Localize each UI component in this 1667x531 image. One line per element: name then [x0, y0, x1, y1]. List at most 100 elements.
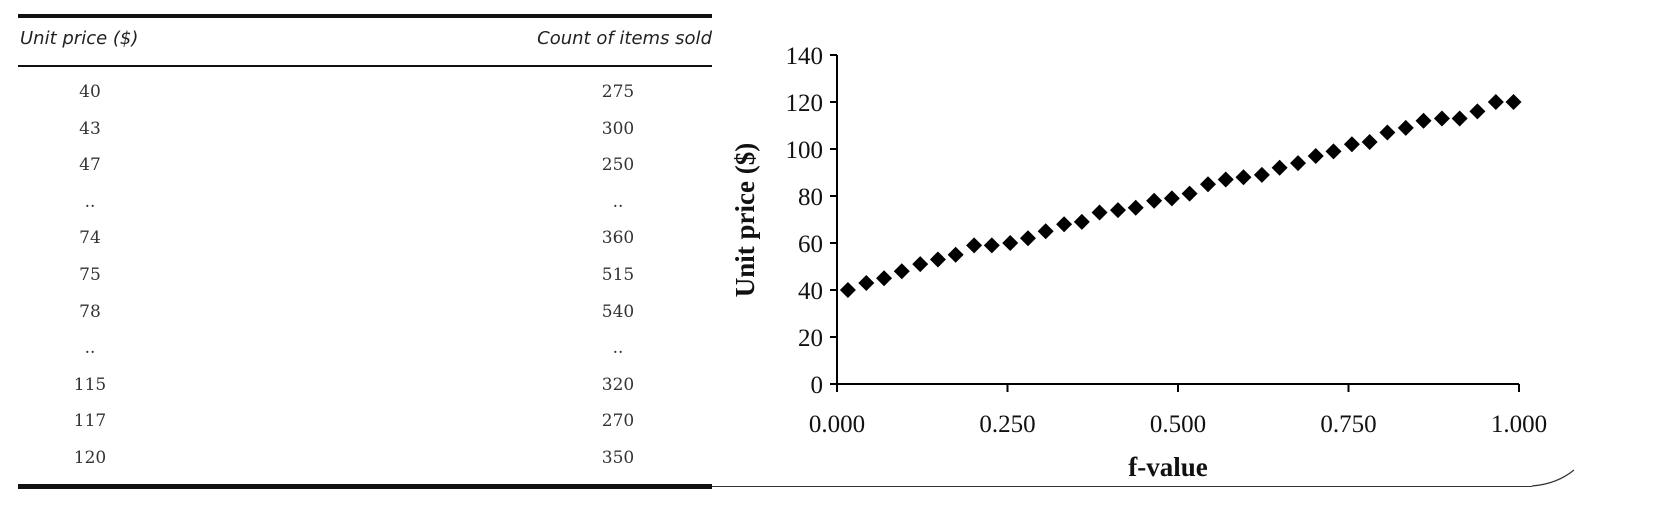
y-tick-label: 40 [798, 278, 823, 305]
cell-unit-price: .. [84, 338, 96, 359]
data-point [947, 246, 964, 263]
data-point [1200, 176, 1217, 193]
y-tick-label: 0 [811, 372, 824, 399]
data-point [929, 251, 946, 268]
x-tick-label: 0.000 [809, 411, 865, 438]
cell-count: 270 [601, 411, 635, 432]
data-point [1002, 235, 1019, 251]
y-tick-label: 140 [786, 43, 824, 70]
table-row: 115 320 [18, 375, 712, 412]
y-axis-label: Unit price ($) [730, 143, 760, 297]
x-tick-label: 1.000 [1491, 411, 1547, 438]
data-point [1163, 190, 1180, 207]
table-row: 74 360 [18, 228, 712, 265]
data-point [1253, 166, 1270, 183]
y-tick-label: 100 [786, 137, 824, 164]
cell-count: 320 [601, 374, 635, 395]
x-axis-label: f-value [1128, 452, 1208, 482]
cell-unit-price: .. [84, 191, 96, 212]
data-point [893, 263, 910, 280]
data-point [1343, 136, 1360, 153]
cell-unit-price: 78 [79, 301, 101, 322]
data-point [1109, 202, 1126, 219]
data-point [1037, 223, 1054, 240]
data-point [1505, 94, 1522, 110]
table-row: 43 300 [18, 119, 712, 156]
data-point [1325, 143, 1342, 160]
data-point [1307, 148, 1324, 165]
y-tick-label: 120 [786, 90, 824, 117]
data-point [1091, 204, 1108, 221]
cell-count: 350 [601, 447, 635, 468]
data-point [1181, 185, 1198, 202]
table-row: .... [18, 192, 712, 229]
x-axis-ticks: 0.000 0.250 0.500 0.750 1.000 [809, 384, 1547, 438]
data-point [1451, 110, 1468, 127]
data-point [1217, 171, 1234, 188]
data-point [966, 237, 983, 254]
y-axis-ticks: 0 20 40 60 80 100 120 140 [786, 43, 837, 399]
cell-unit-price: 47 [79, 155, 101, 176]
cell-count: .. [612, 338, 624, 359]
y-tick-label: 80 [798, 184, 823, 211]
chart-axes [836, 55, 1519, 385]
data-point [983, 237, 1000, 254]
data-point [876, 270, 893, 287]
data-point [912, 256, 929, 273]
data-table: Unit price ($) Count of items sold 40 275… [18, 14, 712, 522]
data-point [1271, 159, 1288, 176]
data-point [1361, 133, 1378, 150]
table-row: 120 350 [18, 448, 712, 485]
x-tick-label: 0.250 [979, 411, 1035, 438]
column-header-count: Count of items sold [537, 28, 712, 49]
data-point [858, 274, 875, 291]
cell-unit-price: 120 [73, 447, 107, 468]
cell-unit-price: 117 [73, 411, 107, 432]
x-tick-label: 0.750 [1320, 411, 1376, 438]
y-tick-label: 60 [798, 231, 823, 258]
table-row: 47 250 [18, 155, 712, 192]
data-point [1290, 155, 1307, 172]
table-row: 117 270 [18, 411, 712, 448]
data-point [1073, 213, 1090, 230]
cell-unit-price: 115 [73, 374, 107, 395]
table-row: 75 515 [18, 265, 712, 302]
data-point [1415, 112, 1432, 129]
cell-unit-price: 43 [79, 118, 101, 139]
table-top-rule [18, 14, 712, 18]
cell-count: 360 [601, 228, 635, 249]
scatter-chart: 0 20 40 60 80 100 120 140 0.000 0.250 0.500 0.750 1… [730, 43, 1575, 487]
data-point [1379, 124, 1396, 141]
data-point [1469, 103, 1486, 120]
table-row: 78 540 [18, 302, 712, 339]
cell-count: 250 [601, 155, 635, 176]
data-point [1235, 169, 1252, 186]
column-header-unit-price: Unit price ($) [20, 28, 139, 49]
data-point [1146, 192, 1163, 209]
cell-unit-price: 75 [79, 264, 101, 285]
cell-count: 540 [601, 301, 635, 322]
table-header-rule [18, 65, 712, 67]
y-tick-label: 20 [798, 325, 823, 352]
table-row: .... [18, 338, 712, 375]
cell-count: 275 [601, 82, 635, 102]
data-point [1019, 230, 1036, 247]
data-point [1487, 94, 1504, 110]
table-row: 40 275 [18, 82, 712, 119]
corner-curve [1531, 469, 1575, 487]
table-bottom-rule [18, 484, 712, 489]
bottom-divider-line [712, 486, 1532, 487]
data-point [1433, 110, 1450, 127]
cell-count: 300 [601, 118, 635, 139]
data-points [839, 94, 1522, 298]
cell-unit-price: 40 [79, 82, 101, 102]
cell-unit-price: 74 [79, 228, 101, 249]
data-point [1056, 216, 1073, 233]
table-body: 40 275 43 300 47 250 .... 74 360 75 515 78 540… [18, 82, 712, 485]
data-point [1127, 199, 1144, 216]
data-point [839, 282, 856, 298]
cell-count: 515 [601, 264, 635, 285]
cell-count: .. [612, 191, 624, 212]
x-tick-label: 0.500 [1150, 411, 1206, 438]
data-point [1397, 119, 1414, 136]
